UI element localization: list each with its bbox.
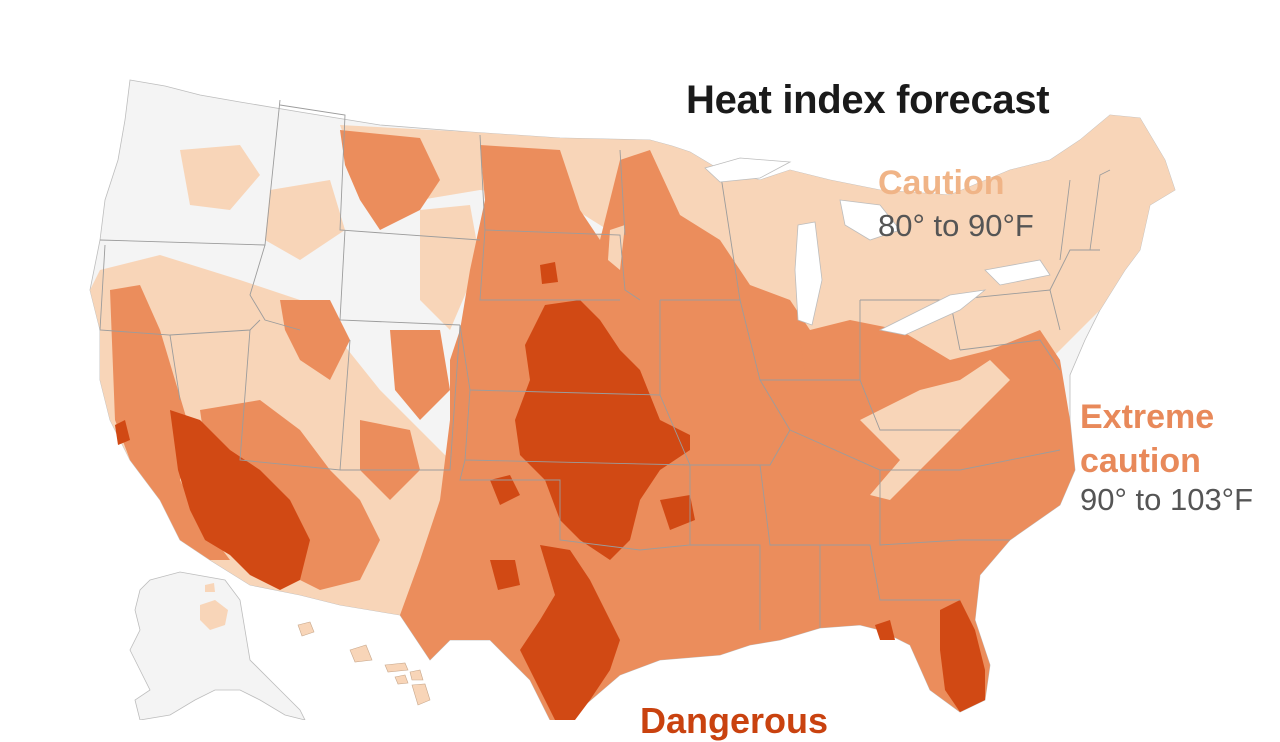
legend-extreme-caution-label: Extreme caution [1080, 395, 1214, 483]
heat-index-map [89, 79, 1176, 720]
legend-extreme-caution-range: 90° to 103°F [1080, 482, 1254, 517]
great-lakes [704, 157, 1051, 336]
legend-caution-label: Caution [878, 164, 1005, 202]
legend-dangerous-label: Dangerous [640, 700, 829, 741]
legend-extreme-caution-line1: Extreme [1080, 398, 1215, 436]
legend-caution-range: 80° to 90°F [878, 208, 1034, 243]
alaska [129, 571, 306, 720]
hawaii [297, 621, 431, 706]
state-borders [99, 99, 1111, 630]
dangerous-zone [115, 262, 985, 720]
map-title: Heat index forecast [686, 78, 1050, 122]
legend-extreme-caution-line2: caution [1080, 442, 1201, 480]
